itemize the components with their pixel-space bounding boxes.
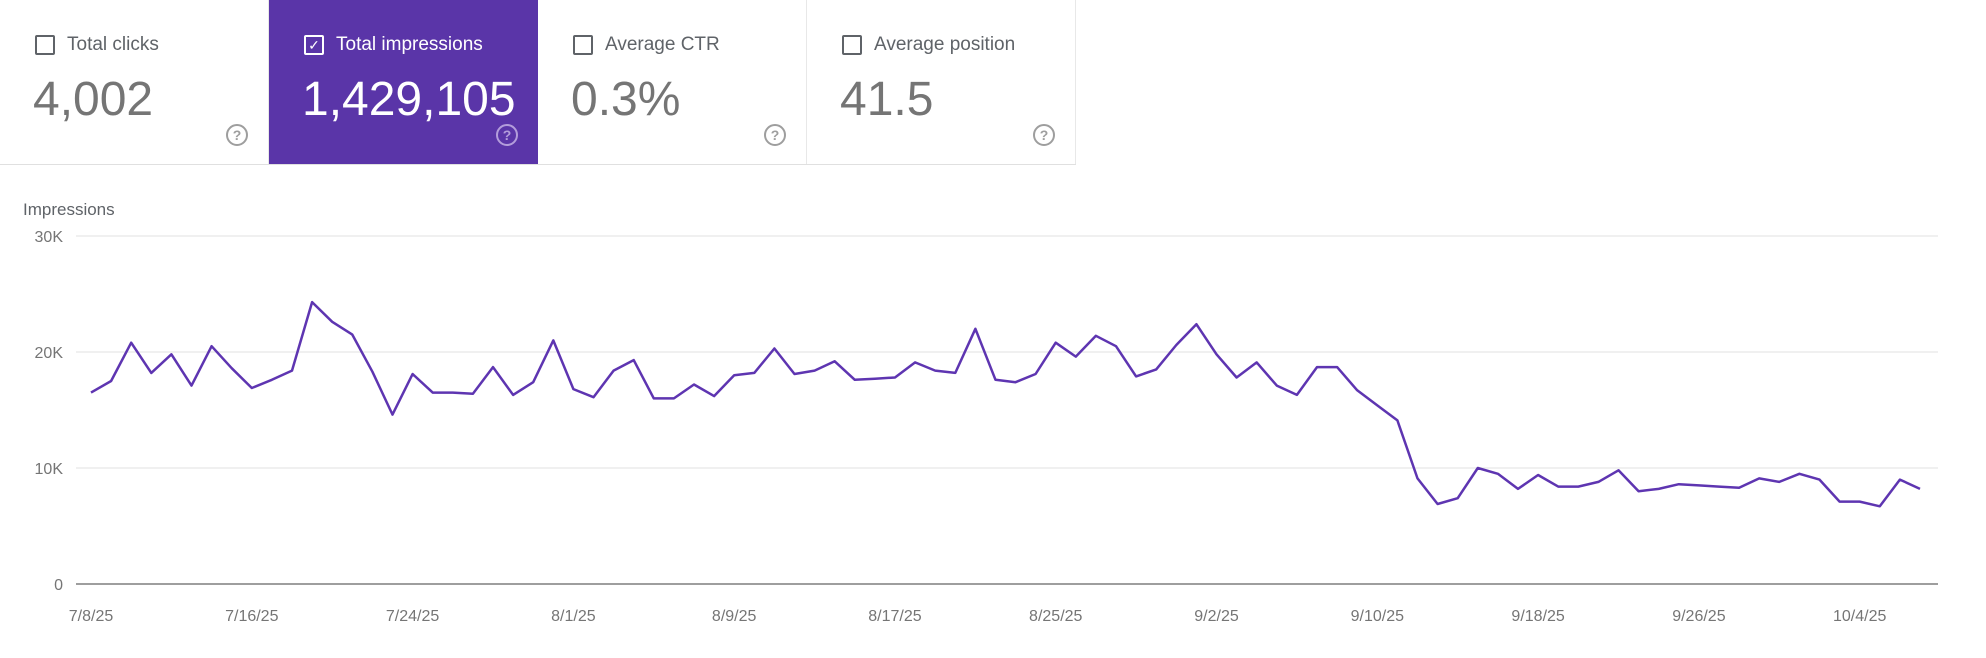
checkbox-icon[interactable] (573, 35, 593, 55)
metric-card-average-ctr[interactable]: Average CTR 0.3% ? (538, 0, 807, 164)
x-tick-label: 9/26/25 (1672, 608, 1725, 625)
y-axis-label: Impressions (23, 200, 115, 219)
x-tick-label: 9/10/25 (1351, 608, 1404, 625)
metric-label: Total impressions (336, 34, 483, 55)
checkbox-checked-icon[interactable]: ✓ (304, 35, 324, 55)
metric-label: Average position (874, 34, 1016, 55)
metric-card-total-clicks[interactable]: Total clicks 4,002 ? (0, 0, 269, 164)
metric-value: 1,429,105 (302, 73, 516, 126)
metric-value: 0.3% (571, 73, 681, 126)
impressions-series-line (90, 300, 1921, 508)
x-tick-label: 8/17/25 (868, 608, 921, 625)
x-tick-label: 8/9/25 (712, 608, 757, 625)
x-tick-label: 7/8/25 (69, 608, 114, 625)
x-tick-label: 8/25/25 (1029, 608, 1082, 625)
y-tick-label: 20K (35, 345, 64, 362)
help-circle-icon[interactable]: ? (496, 124, 518, 146)
x-tick-label: 8/1/25 (551, 608, 596, 625)
y-tick-label: 10K (35, 461, 64, 478)
y-tick-label: 30K (35, 229, 64, 246)
metric-value: 41.5 (840, 73, 934, 126)
x-tick-label: 9/18/25 (1511, 608, 1564, 625)
metric-value: 4,002 (33, 73, 154, 126)
help-circle-icon[interactable]: ? (764, 124, 786, 146)
x-tick-label: 10/4/25 (1833, 608, 1886, 625)
metric-card-average-position[interactable]: Average position 41.5 ? (807, 0, 1076, 164)
metric-label: Average CTR (605, 34, 720, 55)
x-tick-label: 9/2/25 (1194, 608, 1239, 625)
y-tick-label: 0 (54, 577, 63, 594)
metric-card-total-impressions[interactable]: ✓ Total impressions 1,429,105 ? (269, 0, 538, 164)
metric-label: Total clicks (67, 34, 159, 55)
help-circle-icon[interactable]: ? (1033, 124, 1055, 146)
checkbox-icon[interactable] (842, 35, 862, 55)
impressions-chart[interactable]: 0 10K 20K 30K 7/8/25 7/16/25 7/24/25 8/1/25 8/9/… (0, 190, 1986, 658)
x-tick-label: 7/24/25 (386, 608, 439, 625)
checkbox-icon[interactable] (35, 35, 55, 55)
help-circle-icon[interactable]: ? (226, 124, 248, 146)
x-tick-label: 7/16/25 (225, 608, 278, 625)
metric-cards: Total clicks 4,002 ? ✓ Total impressions … (0, 0, 1076, 165)
